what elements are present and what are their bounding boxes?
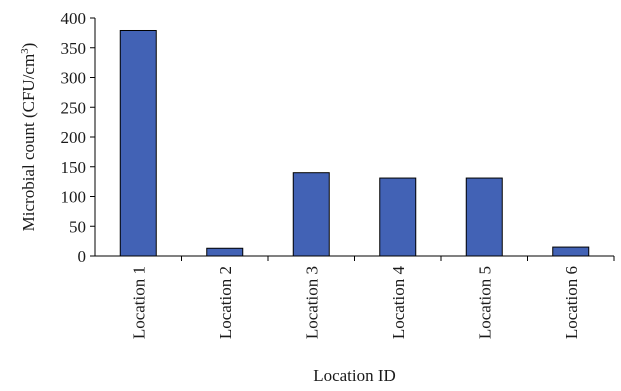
x-category-label: Location 1 [129,266,148,339]
y-tick-label: 0 [78,247,87,266]
y-tick-label: 150 [61,158,87,177]
x-category-label: Location 2 [216,266,235,339]
bar-1 [119,29,157,257]
y-axis-title-superscript: 3 [19,48,31,54]
y-axis-title-main: Microbial count (CFU/cm [19,54,38,232]
bar-6 [552,246,590,257]
x-category-label: Location 5 [475,266,494,339]
x-axis-title: Location ID [313,366,396,385]
y-axis-title: Microbial count (CFU/cm3) [19,43,38,232]
y-ticks-group: 0 50 100 150 200 250 300 350 400 [61,9,95,266]
y-tick-label: 400 [61,9,87,28]
y-tick-label: 250 [61,98,87,117]
y-tick-label: 300 [61,69,87,88]
x-ticks-group: Location 1 Location 2 Location 3 Location 4… [129,256,615,340]
x-category-label: Location 3 [302,266,321,339]
y-tick-label: 200 [61,128,87,147]
bar-5 [465,177,503,257]
bar-3 [292,172,330,257]
bars-group [119,29,590,257]
bar-4 [379,177,417,257]
x-category-label: Location 6 [562,266,581,339]
axes-group [94,18,614,257]
bar-2 [206,247,244,257]
y-tick-label: 350 [61,39,87,58]
x-category-label: Location 4 [389,266,408,340]
y-tick-label: 50 [69,217,86,236]
y-axis-title-close: ) [19,43,38,49]
y-tick-label: 100 [61,188,87,207]
